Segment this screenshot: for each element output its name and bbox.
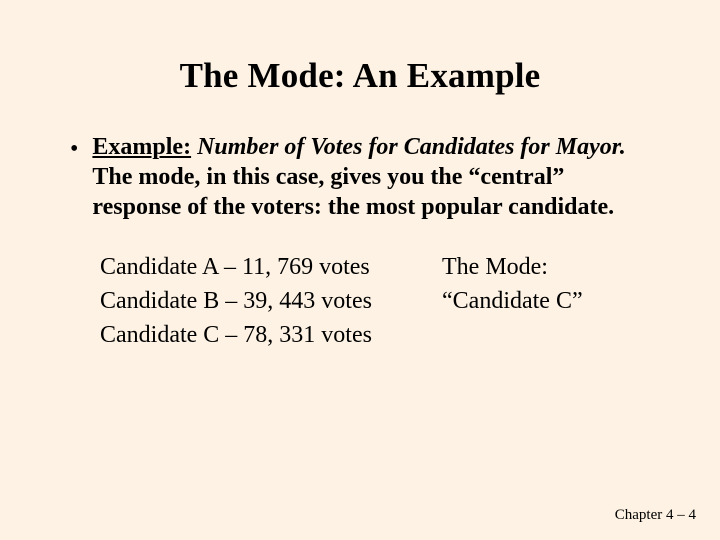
data-columns: Candidate A – 11, 769 votes Candidate B … <box>70 250 650 352</box>
bullet-item: • Example: Number of Votes for Candidate… <box>70 132 650 222</box>
vote-row-a: Candidate A – 11, 769 votes <box>100 250 430 284</box>
slide-title: The Mode: An Example <box>0 0 720 96</box>
mode-result: The Mode: “Candidate C” <box>430 250 583 352</box>
vote-row-c: Candidate C – 78, 331 votes <box>100 318 430 352</box>
mode-line2: “Candidate C” <box>442 284 583 318</box>
mode-line1: The Mode: <box>442 250 583 284</box>
bullet-marker: • <box>70 132 92 164</box>
vote-row-b: Candidate B – 39, 443 votes <box>100 284 430 318</box>
bullet-italic: Number of Votes for Candidates for Mayor… <box>197 134 626 160</box>
bullet-rest: The mode, in this case, gives you the “c… <box>92 164 614 220</box>
slide-footer: Chapter 4 – 4 <box>615 507 696 524</box>
vote-list: Candidate A – 11, 769 votes Candidate B … <box>100 250 430 352</box>
bullet-label: Example: <box>92 134 191 160</box>
slide: The Mode: An Example • Example: Number o… <box>0 0 720 540</box>
bullet-text: Example: Number of Votes for Candidates … <box>92 132 650 222</box>
slide-body: • Example: Number of Votes for Candidate… <box>0 96 720 352</box>
